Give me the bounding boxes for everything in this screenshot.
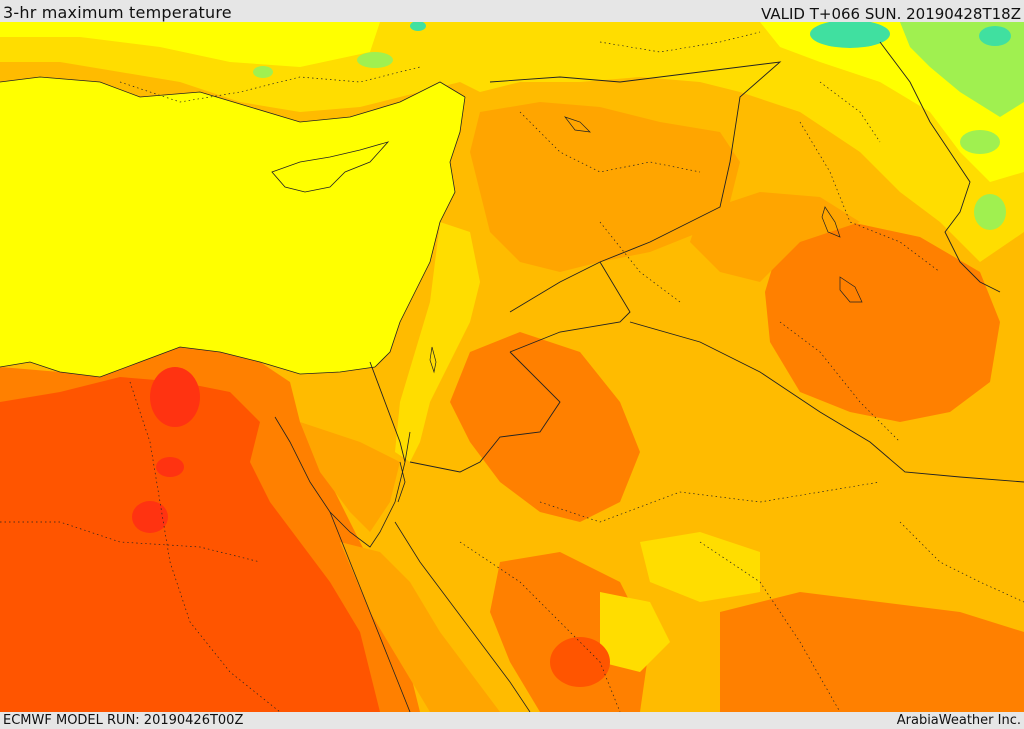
zone-north-cool bbox=[0, 22, 1024, 262]
zone-redsea bbox=[340, 542, 500, 712]
sea-mediterranean bbox=[0, 77, 465, 377]
zone-hottest-2 bbox=[132, 501, 168, 533]
zone-syria-warm bbox=[470, 102, 740, 272]
lake-dead-sea bbox=[429, 346, 437, 374]
zone-saudi-very-hot bbox=[550, 637, 610, 687]
border-syria-iraq bbox=[489, 61, 782, 313]
zone-egypt-very-hot bbox=[0, 377, 380, 712]
zone-teal-3 bbox=[410, 22, 426, 31]
zone-teal-1 bbox=[810, 22, 890, 48]
coastline-levant bbox=[374, 96, 466, 368]
lake-razzaza bbox=[839, 276, 863, 303]
zone-green-5 bbox=[253, 66, 273, 78]
coastline-north-africa bbox=[0, 346, 376, 378]
border-iraq-iran bbox=[879, 41, 1001, 293]
zone-green-4 bbox=[357, 52, 393, 68]
map-title: 3-hr maximum temperature bbox=[3, 3, 232, 22]
zone-hottest-3 bbox=[156, 457, 184, 477]
temperature-map-canvas bbox=[0, 22, 1024, 712]
coastline-gulf-suez bbox=[274, 416, 411, 548]
zone-saudi-mild-2 bbox=[600, 592, 670, 672]
footer-bar: ECMWF MODEL RUN: 20190426T00Z ArabiaWeat… bbox=[0, 712, 1024, 729]
border-egypt-israel bbox=[369, 361, 406, 463]
credit-label: ArabiaWeather Inc. bbox=[896, 713, 1021, 728]
valid-time-label: VALID T+066 SUN. 20190428T18Z bbox=[761, 5, 1021, 23]
island-cyprus bbox=[271, 141, 390, 193]
border-jordan-saudi bbox=[509, 261, 631, 353]
zone-hottest-1 bbox=[150, 367, 200, 427]
zone-north-yellow bbox=[0, 22, 380, 67]
zone-iraq-warm bbox=[690, 192, 860, 282]
zone-sinai-warm bbox=[300, 422, 400, 532]
lake-tharthar bbox=[821, 206, 841, 238]
model-run-label: ECMWF MODEL RUN: 20190426T00Z bbox=[3, 713, 244, 728]
lake-assad bbox=[564, 116, 591, 133]
zone-levant-mild bbox=[395, 222, 480, 462]
zone-iraq-hot bbox=[765, 222, 1000, 422]
coastline-turkey bbox=[0, 76, 466, 123]
header-bar: 3-hr maximum temperature VALID T+066 SUN… bbox=[0, 0, 1024, 23]
coastline-redsea-east bbox=[394, 521, 531, 712]
zone-saudi-mild-1 bbox=[640, 532, 760, 602]
zone-saudi-hot-1 bbox=[450, 332, 640, 522]
temperature-map bbox=[0, 22, 1024, 712]
coastline-redsea-west bbox=[329, 511, 411, 712]
zone-green-2 bbox=[960, 130, 1000, 154]
zone-saudi-hot-3 bbox=[720, 592, 1024, 712]
coastline-gulf-aqaba bbox=[397, 461, 406, 503]
provincial-boundaries bbox=[0, 31, 1024, 712]
border-iraq-saudi bbox=[629, 321, 1024, 483]
zone-green-3 bbox=[974, 194, 1006, 230]
border-jordan bbox=[409, 351, 561, 473]
zone-teal-2 bbox=[979, 26, 1011, 46]
